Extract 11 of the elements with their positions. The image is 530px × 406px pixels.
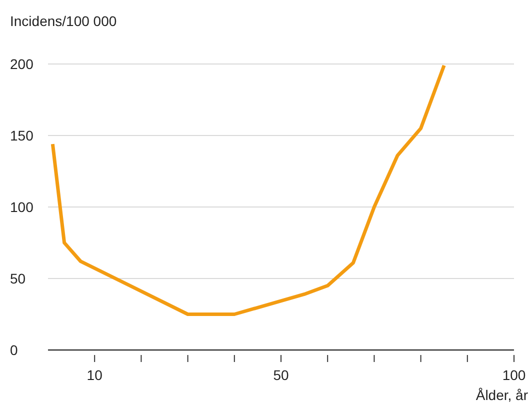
y-tick-label: 100	[10, 199, 34, 215]
x-tick-label: 100	[502, 367, 526, 383]
y-tick-label: 0	[10, 342, 18, 358]
x-axis-title: Ålder, år	[476, 387, 528, 403]
y-tick-label: 150	[10, 128, 34, 144]
x-tick-label: 10	[86, 367, 103, 383]
y-tick-label: 200	[10, 56, 34, 72]
line-series	[50, 64, 446, 316]
y-tick-label: 50	[10, 270, 26, 286]
y-axis-title: Incidens/100 000	[10, 13, 117, 29]
x-tick-label: 50	[273, 367, 289, 383]
